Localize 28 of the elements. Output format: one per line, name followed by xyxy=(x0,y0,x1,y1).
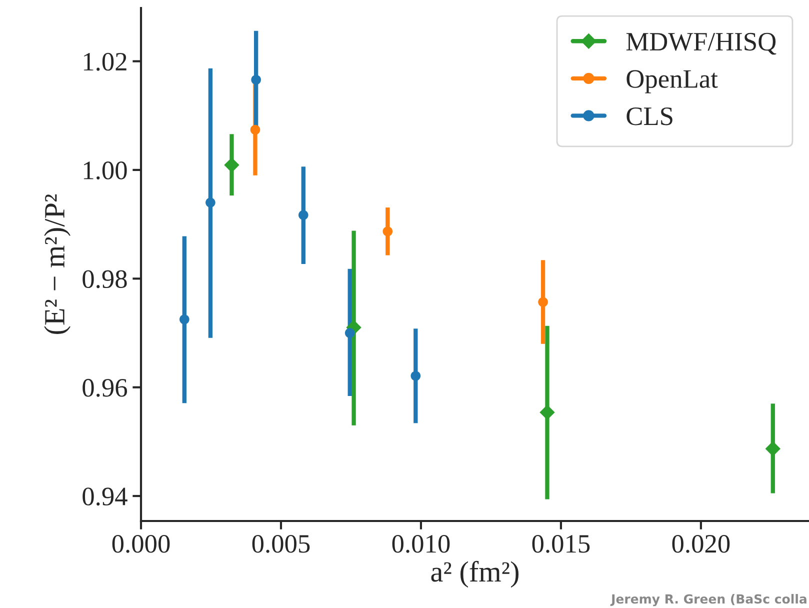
x-tick-label: 0.005 xyxy=(252,534,310,553)
point xyxy=(224,157,240,173)
x-axis-title: a² (fm²) xyxy=(431,560,518,588)
legend-label: CLS xyxy=(626,107,672,126)
point xyxy=(298,210,308,220)
y-tick-label: 0.94 xyxy=(82,488,128,506)
y-tick-label: 0.98 xyxy=(82,270,127,288)
point xyxy=(206,198,216,208)
point xyxy=(538,297,548,307)
y-tick-label: 1.00 xyxy=(84,162,127,180)
point xyxy=(765,441,780,456)
x-tick-label: 0.020 xyxy=(672,534,730,553)
y-tick-label: 0.96 xyxy=(82,378,128,397)
legend-label: MDWF/HISQ xyxy=(626,32,776,55)
x-tick-label: 0.010 xyxy=(392,534,450,553)
point xyxy=(344,328,355,338)
text: Jeremy R. Green (BaSc colla xyxy=(610,594,806,606)
point xyxy=(251,74,261,85)
point xyxy=(382,226,393,236)
point xyxy=(179,314,190,324)
point xyxy=(410,370,421,381)
x-tick-label: 0.000 xyxy=(112,534,170,553)
y-axis-title: (E² − m²)/P² xyxy=(44,194,71,334)
x-tick-label: 0.015 xyxy=(532,534,590,553)
point xyxy=(540,404,555,420)
point xyxy=(250,124,260,135)
legend-label: OpenLat xyxy=(626,70,718,94)
y-tick-label: 1.02 xyxy=(84,52,126,71)
